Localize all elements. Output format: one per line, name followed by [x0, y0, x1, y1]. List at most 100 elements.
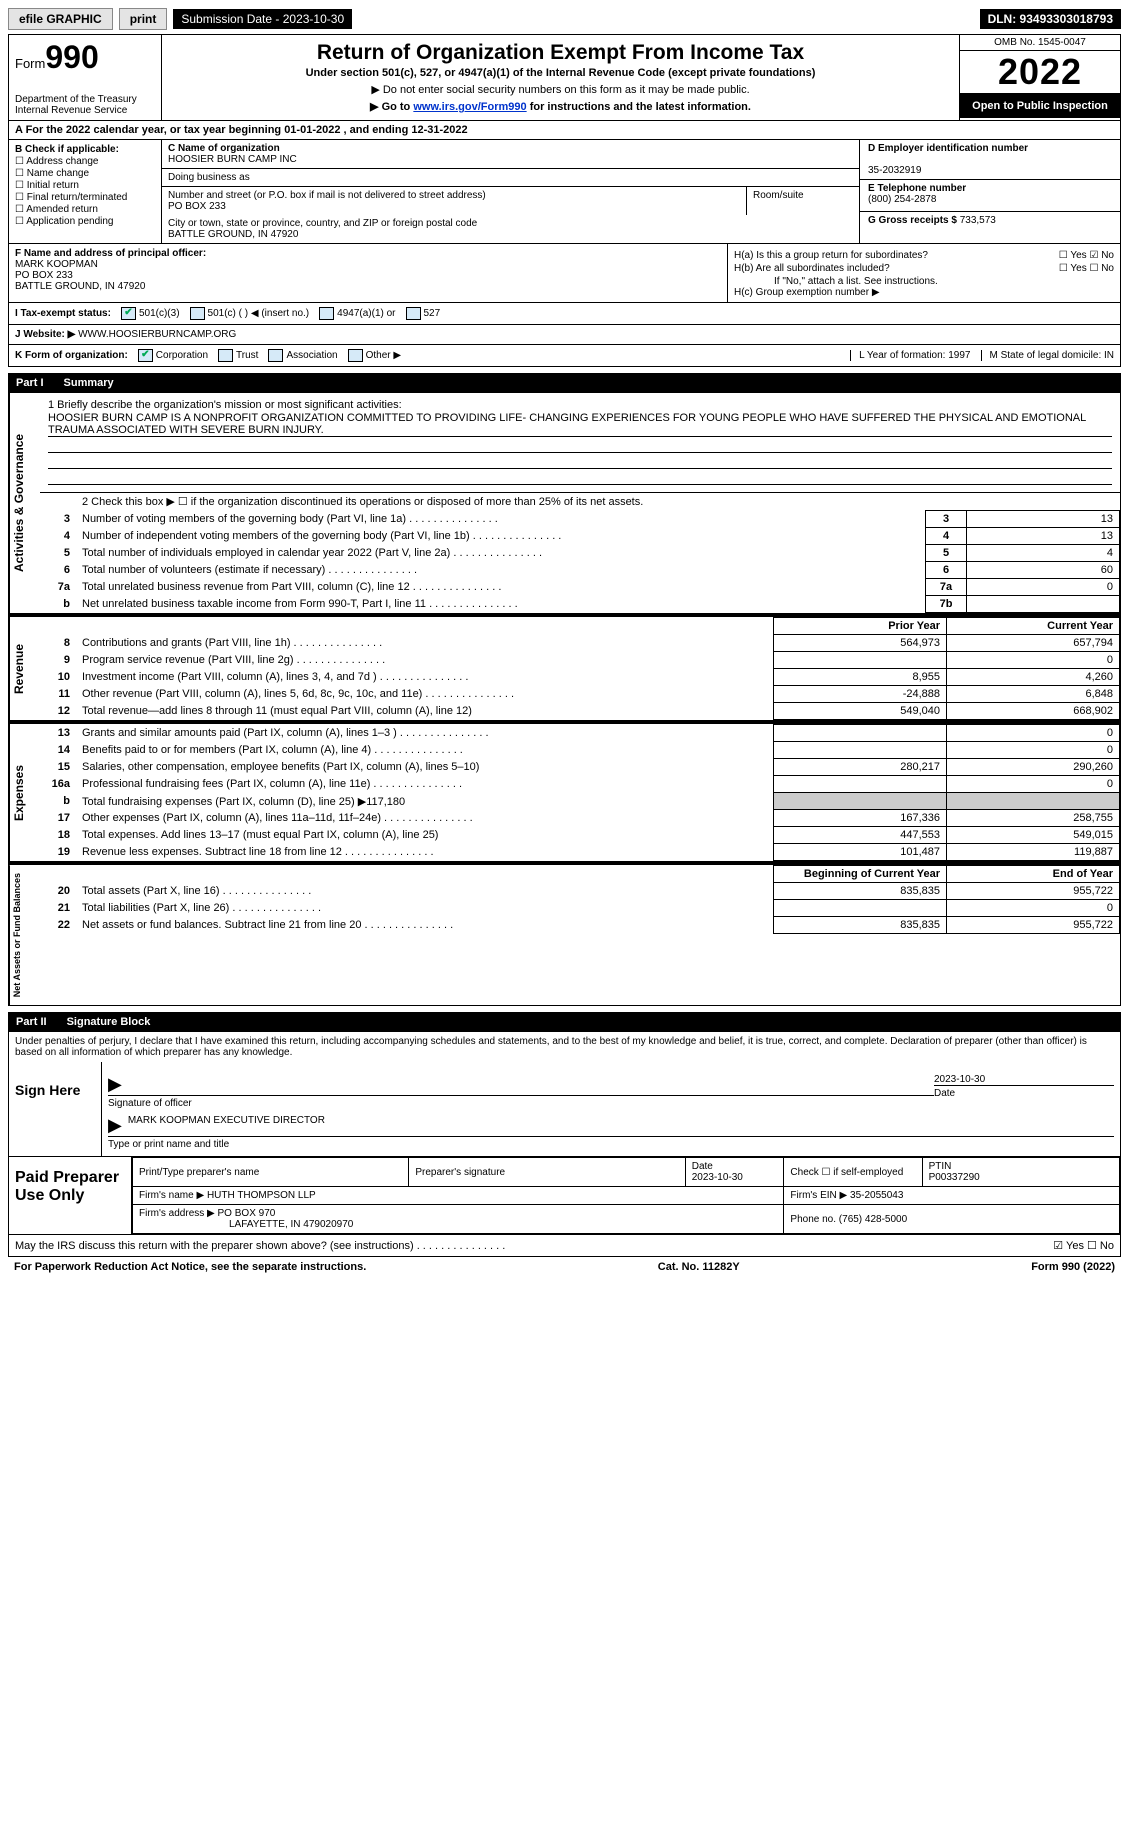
chk-corp[interactable]: ✔ — [138, 349, 153, 362]
chk-final-return[interactable]: Final return/terminated — [15, 192, 155, 203]
signature-block: Sign Here ▶ Signature of officer 2023-10… — [8, 1062, 1121, 1157]
print-button[interactable]: print — [119, 8, 168, 30]
arrow-icon: ▶ — [108, 1115, 122, 1136]
omb-number: OMB No. 1545-0047 — [960, 35, 1120, 51]
preparer-table: Print/Type preparer's name Preparer's si… — [132, 1157, 1120, 1234]
block-fh: F Name and address of principal officer:… — [8, 244, 1121, 303]
chk-4947[interactable] — [319, 307, 334, 320]
ein: 35-2032919 — [868, 165, 921, 176]
form-header: Form990 Department of the Treasury Inter… — [8, 34, 1121, 121]
side-activities: Activities & Governance — [9, 393, 40, 613]
penalties-text: Under penalties of perjury, I declare th… — [8, 1032, 1121, 1062]
part2-header: Part II Signature Block — [8, 1012, 1121, 1032]
efile-button[interactable]: efile GRAPHIC — [8, 8, 113, 30]
phone: (800) 254-2878 — [868, 194, 936, 205]
dln-label: DLN: 93493303018793 — [980, 9, 1121, 29]
preparer-block: Paid Preparer Use Only Print/Type prepar… — [8, 1157, 1121, 1235]
form-ref: Form 990 (2022) — [1031, 1261, 1115, 1273]
officer-street: PO BOX 233 — [15, 270, 73, 281]
state-domicile: M State of legal domicile: IN — [981, 350, 1115, 361]
part1-body: Activities & Governance 1 Briefly descri… — [8, 393, 1121, 614]
chk-assoc[interactable] — [268, 349, 283, 362]
officer-name-title: MARK KOOPMAN EXECUTIVE DIRECTOR — [128, 1115, 325, 1136]
line5: Total number of individuals employed in … — [76, 545, 926, 562]
form-subtitle: Under section 501(c), 527, or 4947(a)(1)… — [168, 67, 953, 79]
col-h: H(a) Is this a group return for subordin… — [728, 244, 1120, 302]
line4: Number of independent voting members of … — [76, 528, 926, 545]
footer: For Paperwork Reduction Act Notice, see … — [8, 1257, 1121, 1277]
chk-amended[interactable]: Amended return — [15, 204, 155, 215]
chk-501c[interactable] — [190, 307, 205, 320]
q2: 2 Check this box ▶ ☐ if the organization… — [76, 493, 1120, 511]
ssn-note: ▶ Do not enter social security numbers o… — [168, 83, 953, 96]
street: PO BOX 233 — [168, 201, 226, 212]
chk-501c3[interactable]: ✔ — [121, 307, 136, 320]
irs-link[interactable]: www.irs.gov/Form990 — [413, 101, 526, 113]
ha-label: H(a) Is this a group return for subordin… — [734, 250, 1059, 261]
part1-header: Part I Summary — [8, 373, 1121, 393]
gross: 733,573 — [960, 215, 996, 226]
chk-name-change[interactable]: Name change — [15, 168, 155, 179]
year-formation: L Year of formation: 1997 — [850, 350, 970, 361]
submission-date: Submission Date - 2023-10-30 — [173, 9, 352, 29]
side-revenue: Revenue — [9, 617, 40, 720]
row-k: K Form of organization: ✔Corporation Tru… — [8, 345, 1121, 367]
website: WWW.HOOSIERBURNCAMP.ORG — [78, 329, 236, 340]
name-label: Type or print name and title — [108, 1139, 1114, 1150]
ha-yn: ☐ Yes ☑ No — [1059, 250, 1114, 261]
netassets-table: Beginning of Current YearEnd of Year 20T… — [40, 865, 1120, 934]
may-discuss-row: May the IRS discuss this return with the… — [8, 1235, 1121, 1257]
netassets-section: Net Assets or Fund Balances Beginning of… — [8, 862, 1121, 1006]
row-j: J Website: ▶ WWW.HOOSIERBURNCAMP.ORG — [8, 325, 1121, 345]
chk-other[interactable] — [348, 349, 363, 362]
arrow-icon: ▶ — [108, 1074, 122, 1095]
hb-yn: ☐ Yes ☐ No — [1059, 263, 1114, 274]
sign-here: Sign Here — [9, 1062, 102, 1156]
room-label: Room/suite — [747, 187, 859, 215]
city: BATTLE GROUND, IN 47920 — [168, 229, 298, 240]
chk-app-pending[interactable]: Application pending — [15, 216, 155, 227]
org-name: HOOSIER BURN CAMP INC — [168, 154, 297, 165]
chk-address-change[interactable]: Address change — [15, 156, 155, 167]
col-c: C Name of organizationHOOSIER BURN CAMP … — [162, 140, 859, 243]
may-yn: ☑ Yes ☐ No — [1053, 1239, 1114, 1252]
expenses-table: 13Grants and similar amounts paid (Part … — [40, 724, 1120, 861]
hc-label: H(c) Group exemption number ▶ — [734, 287, 1114, 298]
form-title: Return of Organization Exempt From Incom… — [168, 41, 953, 65]
chk-527[interactable] — [406, 307, 421, 320]
line3: Number of voting members of the governin… — [76, 511, 926, 528]
officer-city: BATTLE GROUND, IN 47920 — [15, 281, 145, 292]
tax-year: 2022 — [960, 51, 1120, 94]
cat-no: Cat. No. 11282Y — [658, 1261, 740, 1273]
ein-label: D Employer identification number — [868, 143, 1028, 154]
chk-initial-return[interactable]: Initial return — [15, 180, 155, 191]
q1-label: 1 Briefly describe the organization's mi… — [48, 399, 1112, 411]
hb-note: If "No," attach a list. See instructions… — [734, 276, 1114, 287]
pra-notice: For Paperwork Reduction Act Notice, see … — [14, 1261, 366, 1273]
col-f: F Name and address of principal officer:… — [9, 244, 728, 302]
side-expenses: Expenses — [9, 724, 40, 861]
form-number: Form990 — [15, 39, 155, 76]
dba-label: Doing business as — [168, 172, 250, 183]
chk-trust[interactable] — [218, 349, 233, 362]
officer-name: MARK KOOPMAN — [15, 259, 98, 270]
street-label: Number and street (or P.O. box if mail i… — [168, 190, 486, 201]
expenses-section: Expenses 13Grants and similar amounts pa… — [8, 721, 1121, 862]
dept-label: Department of the Treasury Internal Reve… — [15, 94, 155, 116]
mission-text: HOOSIER BURN CAMP IS A NONPROFIT ORGANIZ… — [48, 412, 1112, 437]
row-a-period: A For the 2022 calendar year, or tax yea… — [8, 121, 1121, 140]
org-name-label: C Name of organization — [168, 143, 280, 154]
line6: Total number of volunteers (estimate if … — [76, 562, 926, 579]
city-label: City or town, state or province, country… — [168, 218, 477, 229]
row-i: I Tax-exempt status: ✔501(c)(3) 501(c) (… — [8, 303, 1121, 325]
phone-label: E Telephone number — [868, 183, 966, 194]
block-bcd: B Check if applicable: Address change Na… — [8, 140, 1121, 244]
revenue-table: Prior YearCurrent Year 8Contributions an… — [40, 617, 1120, 720]
governance-table: 2 Check this box ▶ ☐ if the organization… — [40, 493, 1120, 613]
sig-date: 2023-10-30 — [934, 1074, 985, 1085]
paid-preparer-label: Paid Preparer Use Only — [9, 1157, 132, 1234]
col-d: D Employer identification number 35-20329… — [859, 140, 1120, 243]
revenue-section: Revenue Prior YearCurrent Year 8Contribu… — [8, 614, 1121, 721]
sig-officer-label: Signature of officer — [108, 1098, 934, 1109]
sig-date-label: Date — [934, 1088, 1114, 1099]
